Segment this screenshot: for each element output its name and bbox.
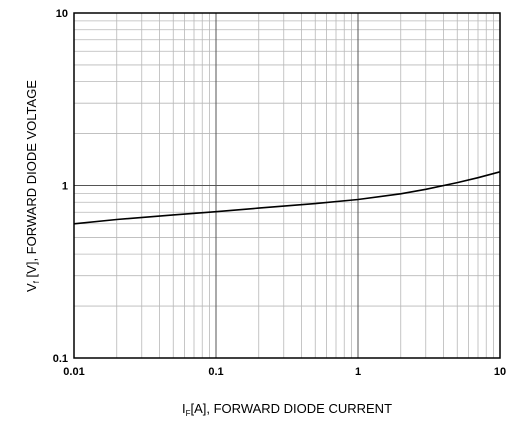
major-grid: [74, 13, 500, 358]
x-axis-label-rest: [A], FORWARD DIODE CURRENT: [191, 401, 393, 416]
y-axis-label: Vf [V], FORWARD DIODE VOLTAGE: [24, 80, 41, 292]
x-tick-label: 0.01: [63, 366, 84, 378]
y-axis-label-rest: [V], FORWARD DIODE VOLTAGE: [24, 80, 39, 281]
x-tick-label: 0.1: [208, 366, 223, 378]
x-axis-label-subscript: F: [186, 409, 191, 418]
x-tick-labels: 0.01 0.1 1 10: [63, 366, 506, 378]
x-axis-label: IF[A], FORWARD DIODE CURRENT: [182, 401, 392, 418]
y-tick-label: 10: [56, 8, 68, 20]
plot-frame: [73, 12, 501, 359]
y-tick-labels: 0.1 1 10: [53, 8, 68, 365]
x-tick-label: 10: [494, 366, 506, 378]
x-tick-label: 1: [355, 366, 361, 378]
forward-voltage-curve: [73, 171, 501, 225]
y-tick-label: 1: [62, 181, 68, 193]
x-axis-label-main: I: [182, 401, 186, 416]
y-axis-label-subscript: f: [32, 280, 41, 283]
y-axis-label-main: V: [24, 283, 39, 292]
y-tick-label: 0.1: [53, 353, 68, 365]
